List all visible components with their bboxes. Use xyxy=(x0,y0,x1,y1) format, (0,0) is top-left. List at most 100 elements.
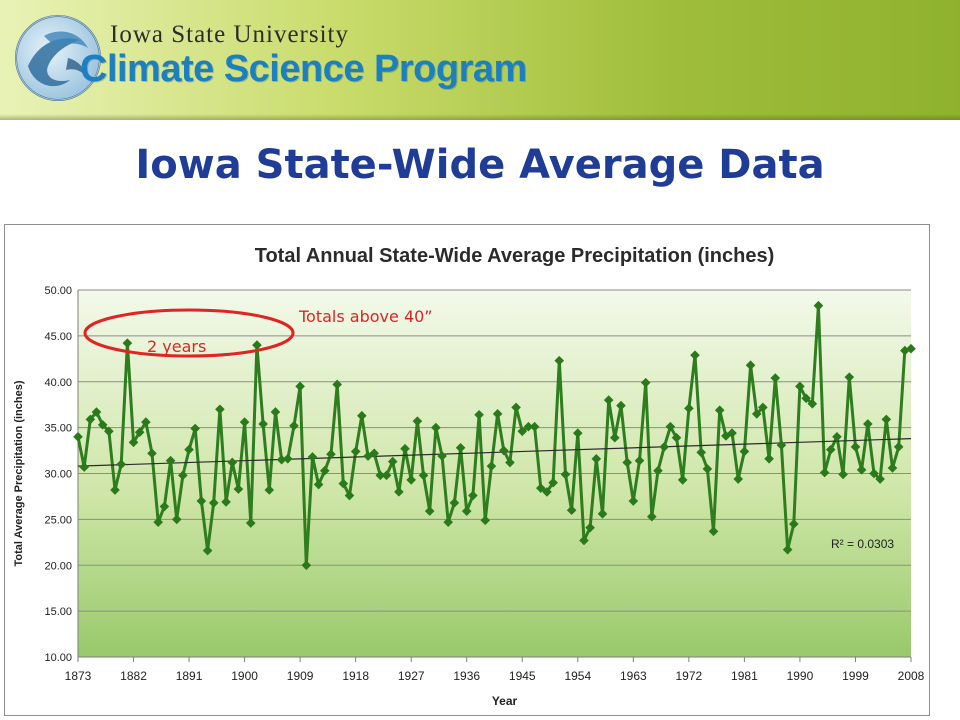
data-point xyxy=(634,455,645,466)
data-point xyxy=(202,545,213,556)
data-point xyxy=(708,526,719,537)
data-point xyxy=(795,381,805,392)
header-banner: Iowa State University Climate Science Pr… xyxy=(0,0,960,120)
data-point xyxy=(221,497,231,507)
data-point xyxy=(813,300,824,311)
data-point xyxy=(893,442,904,452)
data-point xyxy=(542,487,552,497)
data-point xyxy=(702,464,713,474)
y-tick-label: 40.00 xyxy=(44,377,72,389)
data-point xyxy=(838,469,848,480)
y-tick-label: 25.00 xyxy=(44,514,72,526)
data-point xyxy=(819,467,830,478)
data-point xyxy=(431,422,441,433)
data-point xyxy=(91,407,102,417)
data-point xyxy=(690,350,700,360)
x-tick-label: 1918 xyxy=(342,669,369,683)
university-name: Iowa State University xyxy=(110,21,350,48)
data-point xyxy=(671,432,682,443)
data-point xyxy=(863,419,873,429)
x-tick-label: 1882 xyxy=(120,669,147,683)
data-point xyxy=(622,457,632,468)
x-tick-label: 1891 xyxy=(176,669,203,683)
data-point xyxy=(887,463,898,473)
x-tick-label: 1900 xyxy=(231,669,258,683)
y-tick-label: 35.00 xyxy=(44,423,72,435)
x-axis-label: Year xyxy=(492,694,518,708)
program-name: Climate Science Program xyxy=(80,48,527,90)
banner-shadow xyxy=(0,114,960,120)
data-point xyxy=(190,423,201,434)
data-point xyxy=(733,474,744,484)
data-point xyxy=(548,477,558,488)
data-point xyxy=(443,517,454,527)
x-tick-label: 1873 xyxy=(65,669,92,683)
data-point xyxy=(110,485,120,495)
data-point xyxy=(517,426,528,437)
data-point xyxy=(727,428,737,438)
data-point xyxy=(116,459,126,470)
x-tick-label: 1945 xyxy=(509,669,536,683)
data-point xyxy=(332,379,342,390)
data-point xyxy=(424,506,435,516)
x-tick-label: 1927 xyxy=(398,669,425,683)
data-point xyxy=(591,454,602,464)
x-tick-label: 1954 xyxy=(564,669,591,683)
y-tick-label: 45.00 xyxy=(44,331,72,343)
series-line xyxy=(76,304,912,567)
x-tick-label: 1981 xyxy=(731,669,758,683)
precipitation-chart: 10.00 15.00 20.00 25.00 30.00 35.00 40.00 45.00… xyxy=(13,245,925,708)
data-point xyxy=(301,560,312,571)
data-point xyxy=(73,431,83,442)
r-squared-label: R² = 0.0303 xyxy=(831,537,894,551)
data-point xyxy=(498,445,509,456)
data-point xyxy=(696,447,707,458)
data-point xyxy=(79,462,90,472)
data-point xyxy=(437,451,447,461)
globe-swirl-logo-icon xyxy=(15,15,101,101)
x-tick-label: 1909 xyxy=(287,669,314,683)
y-tick-label: 30.00 xyxy=(44,469,72,481)
data-point xyxy=(369,448,379,459)
data-point xyxy=(566,505,577,516)
data-point xyxy=(418,470,429,481)
x-tick-label: 1936 xyxy=(453,669,480,683)
data-point xyxy=(295,381,305,392)
data-point xyxy=(258,419,268,429)
data-point xyxy=(357,410,367,421)
data-point xyxy=(850,442,861,452)
data-point xyxy=(825,444,836,455)
data-point xyxy=(554,355,565,366)
data-point xyxy=(474,409,484,420)
x-tick-label: 1963 xyxy=(620,669,647,683)
annotation-two-years: 2 years xyxy=(147,337,207,356)
annotation-ellipse xyxy=(83,308,295,358)
data-point xyxy=(560,469,571,480)
data-point xyxy=(147,448,157,459)
data-point xyxy=(640,377,651,388)
data-point xyxy=(289,420,299,431)
data-point xyxy=(751,409,762,419)
slide-title: Iowa State-Wide Average Data xyxy=(135,142,825,188)
data-point xyxy=(264,485,275,495)
x-tick-label: 2008 xyxy=(898,669,925,683)
data-point xyxy=(387,456,398,467)
data-point xyxy=(770,373,781,383)
data-point xyxy=(128,437,139,448)
y-tick-label: 20.00 xyxy=(44,560,72,572)
data-point xyxy=(603,395,614,405)
y-tick-label: 10.00 xyxy=(44,652,72,664)
data-point xyxy=(134,427,145,438)
data-point xyxy=(381,470,392,481)
data-point xyxy=(647,511,657,522)
annotation-totals-above-40: Totals above 40” xyxy=(299,307,433,326)
data-point xyxy=(807,398,818,409)
x-tick-label: 1990 xyxy=(787,669,814,683)
data-point xyxy=(171,514,182,525)
data-point xyxy=(776,440,787,450)
data-point xyxy=(400,443,410,454)
data-point xyxy=(739,446,750,457)
y-axis-label: Total Average Precipitation (inches) xyxy=(13,380,25,566)
data-point xyxy=(869,468,879,479)
data-point xyxy=(449,498,460,508)
